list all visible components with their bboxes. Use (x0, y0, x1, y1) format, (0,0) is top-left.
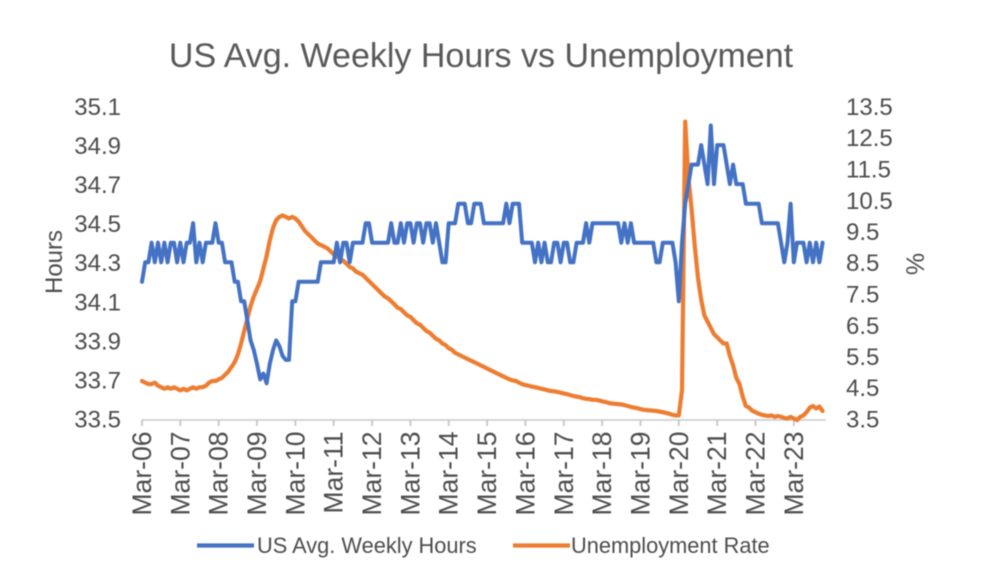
svg-text:Mar-18: Mar-18 (587, 432, 617, 516)
svg-text:6.5: 6.5 (846, 313, 879, 340)
svg-text:Mar-19: Mar-19 (626, 432, 656, 516)
svg-text:Mar-09: Mar-09 (242, 432, 272, 516)
svg-text:Mar-12: Mar-12 (357, 432, 387, 516)
svg-text:8.5: 8.5 (846, 250, 879, 277)
svg-text:%: % (902, 253, 930, 275)
svg-text:10.5: 10.5 (846, 188, 893, 215)
svg-text:Unemployment Rate: Unemployment Rate (571, 533, 770, 558)
svg-text:Mar-14: Mar-14 (434, 432, 464, 516)
svg-text:35.1: 35.1 (74, 94, 121, 121)
svg-text:34.3: 34.3 (74, 250, 121, 277)
svg-text:4.5: 4.5 (846, 375, 879, 402)
svg-text:12.5: 12.5 (846, 125, 893, 152)
svg-text:Mar-21: Mar-21 (702, 432, 732, 516)
svg-text:11.5: 11.5 (846, 157, 891, 184)
svg-text:US Avg. Weekly Hours: US Avg. Weekly Hours (257, 533, 477, 558)
svg-text:Hours: Hours (41, 230, 68, 294)
svg-text:Mar-15: Mar-15 (472, 431, 502, 515)
svg-text:Mar-22: Mar-22 (741, 432, 771, 516)
svg-text:33.5: 33.5 (74, 407, 121, 434)
svg-text:Mar-08: Mar-08 (204, 432, 234, 516)
svg-text:3.5: 3.5 (846, 407, 879, 434)
svg-text:Mar-10: Mar-10 (280, 432, 310, 516)
svg-text:34.5: 34.5 (74, 211, 121, 238)
svg-text:13.5: 13.5 (846, 94, 893, 121)
svg-text:Mar-11: Mar-11 (319, 432, 349, 514)
svg-text:34.9: 34.9 (74, 133, 121, 160)
svg-text:Mar-17: Mar-17 (549, 432, 579, 516)
svg-text:33.9: 33.9 (74, 328, 121, 355)
svg-text:Mar-20: Mar-20 (664, 432, 694, 516)
svg-text:Mar-16: Mar-16 (510, 432, 540, 516)
svg-text:Mar-13: Mar-13 (395, 432, 425, 516)
svg-text:Mar-06: Mar-06 (127, 432, 157, 516)
svg-text:US Avg. Weekly Hours vs Unempl: US Avg. Weekly Hours vs Unemployment (169, 37, 794, 75)
svg-text:34.1: 34.1 (74, 289, 121, 316)
svg-text:9.5: 9.5 (846, 219, 879, 246)
svg-text:5.5: 5.5 (846, 344, 879, 371)
svg-text:Mar-23: Mar-23 (779, 432, 809, 516)
svg-text:33.7: 33.7 (74, 367, 121, 394)
svg-text:34.7: 34.7 (74, 172, 121, 199)
svg-text:Mar-07: Mar-07 (165, 432, 195, 516)
svg-text:7.5: 7.5 (846, 282, 879, 309)
